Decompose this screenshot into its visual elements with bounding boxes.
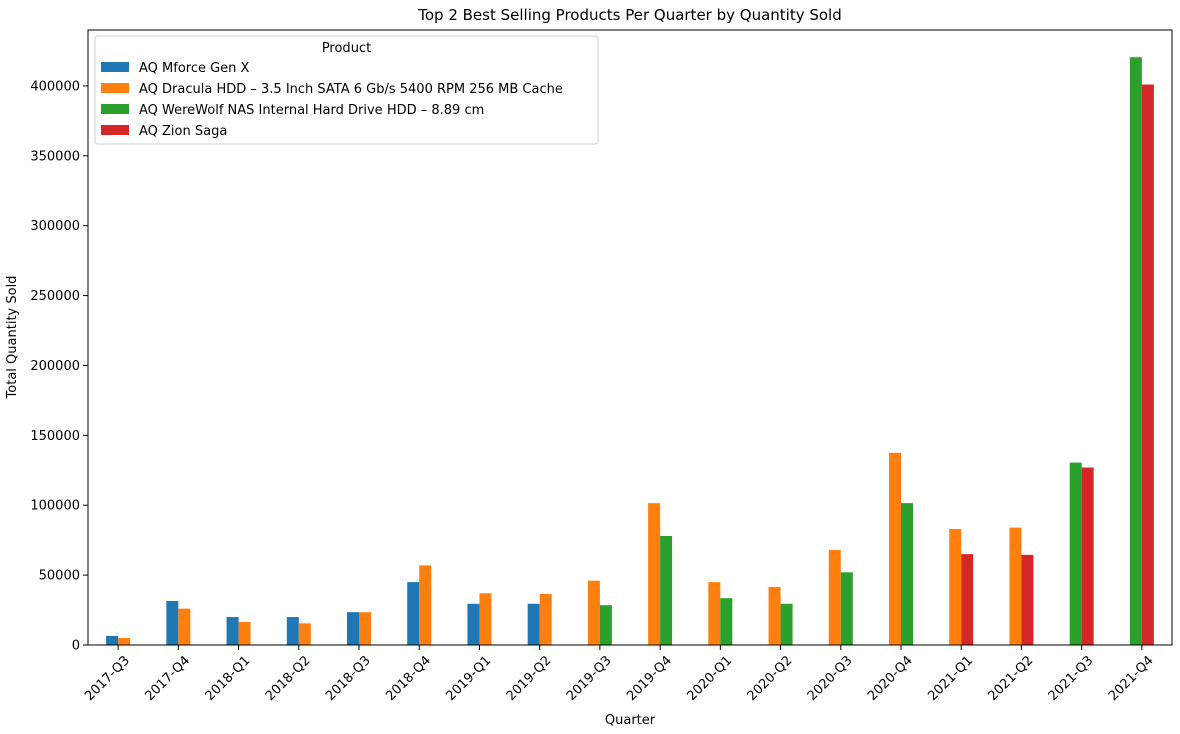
y-tick-label: 400000 [30, 79, 80, 94]
x-tick-label: 2018-Q4 [383, 653, 434, 704]
bar-2021-Q2-series-1 [1009, 527, 1022, 645]
bar-2020-Q3-series-1 [828, 549, 841, 645]
y-tick-label: 350000 [30, 149, 80, 164]
x-tick-label: 2020-Q1 [684, 653, 735, 704]
x-tick-label: 2021-Q4 [1106, 653, 1157, 704]
x-tick-label: 2017-Q4 [142, 653, 193, 704]
bar-2020-Q2-series-2 [780, 603, 793, 645]
x-tick-label: 2017-Q3 [82, 653, 133, 704]
bar-2021-Q2-series-3 [1021, 554, 1034, 645]
x-tick-label: 2018-Q1 [203, 653, 254, 704]
x-tick-label: 2020-Q4 [865, 653, 916, 704]
bar-2018-Q3-series-1 [359, 612, 371, 645]
bar-2019-Q3-series-2 [599, 605, 612, 645]
legend-swatch-0 [101, 62, 129, 72]
bar-2019-Q4-series-1 [648, 503, 661, 645]
bar-2018-Q2-series-0 [286, 617, 299, 645]
x-tick-label: 2021-Q3 [1046, 653, 1097, 704]
y-axis-title: Total Quantity Sold [5, 276, 20, 400]
legend-title: Product [322, 41, 371, 56]
bar-2021-Q4-series-2 [1129, 57, 1142, 645]
x-tick-label: 2019-Q3 [564, 653, 615, 704]
bar-2020-Q1-series-1 [708, 582, 721, 645]
x-tick-label: 2019-Q1 [444, 653, 495, 704]
bar-2019-Q1-series-1 [479, 593, 492, 645]
legend-swatch-3 [101, 125, 129, 135]
bar-2017-Q3-series-0 [106, 635, 119, 645]
bar-2019-Q2-series-1 [539, 593, 552, 645]
bar-2020-Q2-series-1 [768, 586, 781, 645]
bar-2018-Q1-series-0 [226, 617, 239, 645]
x-tick-label: 2019-Q2 [504, 653, 555, 704]
bar-2018-Q3-series-0 [347, 612, 359, 645]
bar-2020-Q4-series-1 [889, 452, 901, 645]
legend-label-3: AQ Zion Saga [139, 124, 227, 139]
bar-2021-Q1-series-3 [961, 554, 974, 645]
bar-2021-Q1-series-1 [949, 528, 962, 645]
bar-2021-Q4-series-3 [1141, 84, 1154, 645]
bar-2018-Q4-series-0 [407, 582, 420, 645]
bar-2020-Q4-series-2 [901, 503, 913, 645]
bar-2018-Q1-series-1 [238, 621, 251, 645]
y-tick-label: 150000 [30, 429, 80, 444]
legend-label-0: AQ Mforce Gen X [139, 61, 250, 76]
x-tick-label: 2018-Q2 [263, 653, 314, 704]
y-tick-label: 50000 [39, 569, 80, 584]
legend: Product AQ Mforce Gen X AQ Dracula HDD – 3… [94, 35, 599, 145]
x-tick-label: 2021-Q1 [925, 653, 976, 704]
bars-layer [106, 57, 1154, 645]
x-axis-title: Quarter [605, 713, 656, 728]
legend-swatch-1 [101, 83, 129, 93]
bar-2019-Q4-series-2 [660, 535, 673, 645]
y-tick-label: 0 [72, 639, 80, 654]
bar-2019-Q2-series-0 [527, 603, 540, 645]
chart-title: Top 2 Best Selling Products Per Quarter … [417, 6, 842, 24]
bar-2021-Q3-series-2 [1069, 462, 1082, 645]
bar-2017-Q4-series-0 [166, 600, 179, 645]
x-tick-label: 2021-Q2 [986, 653, 1037, 704]
y-tick-label: 100000 [30, 499, 80, 514]
bar-2021-Q3-series-3 [1081, 467, 1094, 645]
bar-2020-Q1-series-2 [720, 598, 733, 645]
bar-2018-Q2-series-1 [298, 623, 311, 645]
y-tick-label: 200000 [30, 359, 80, 374]
x-tick-label: 2020-Q3 [805, 653, 856, 704]
legend-swatch-2 [101, 104, 129, 114]
x-tick-label: 2018-Q3 [323, 653, 374, 704]
y-tick-label: 300000 [30, 219, 80, 234]
legend-box [94, 35, 599, 145]
bar-2017-Q4-series-1 [178, 608, 191, 645]
y-tick-label: 250000 [30, 289, 80, 304]
x-tick-label: 2019-Q4 [624, 653, 675, 704]
bar-2019-Q1-series-0 [467, 603, 480, 645]
bar-2020-Q3-series-2 [840, 572, 853, 645]
bar-2019-Q3-series-1 [587, 580, 600, 645]
x-tick-label: 2020-Q2 [745, 653, 796, 704]
bar-2018-Q4-series-1 [419, 565, 432, 645]
legend-label-1: AQ Dracula HDD – 3.5 Inch SATA 6 Gb/s 54… [139, 82, 563, 97]
bar-2017-Q3-series-1 [118, 638, 131, 645]
plot-frame [87, 29, 1173, 646]
legend-label-2: AQ WereWolf NAS Internal Hard Drive HDD … [139, 103, 484, 118]
